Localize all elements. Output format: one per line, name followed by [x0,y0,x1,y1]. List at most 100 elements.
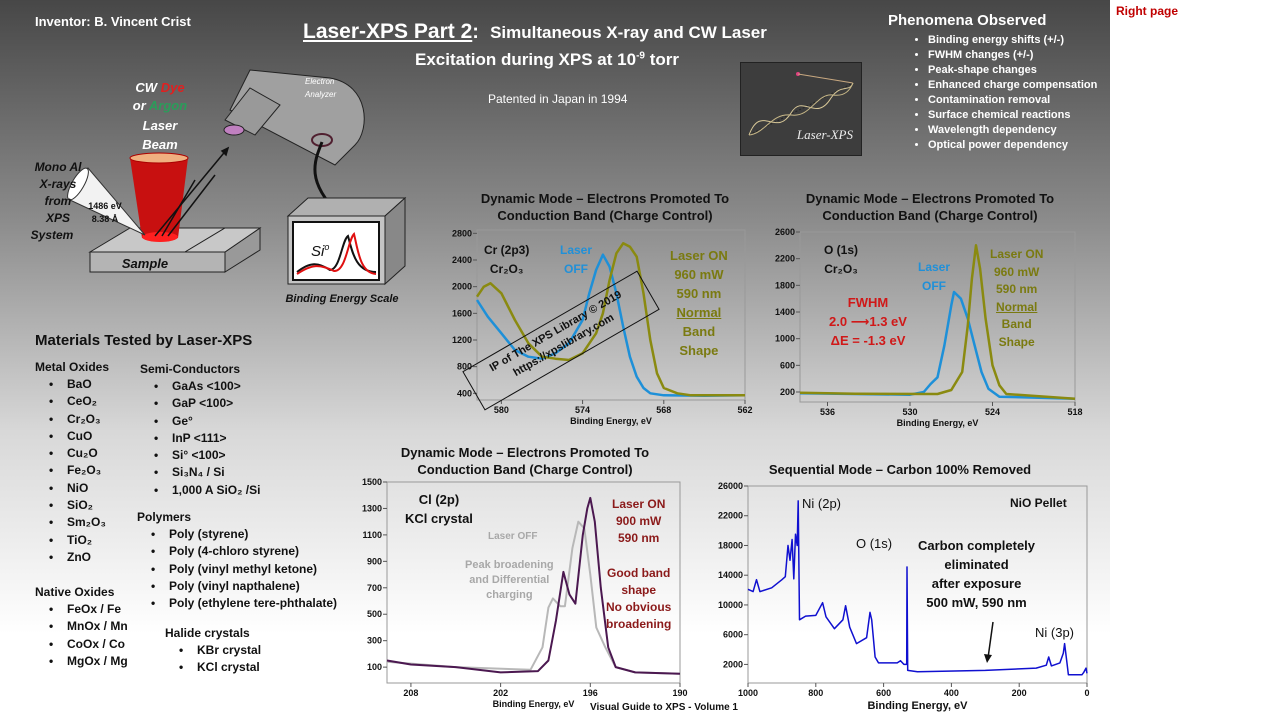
laser-label-cw: CW [135,80,160,95]
phenomena-title: Phenomena Observed [888,12,1047,29]
svg-text:CW Dye: CW Dye [135,80,184,95]
y-tick-label: 1200 [452,335,472,345]
x-tick-label: 0 [1084,688,1089,698]
material-item: ZnO [49,549,109,566]
material-item: Poly (4-chloro styrene) [151,543,337,560]
annotation-line: OFF [564,262,589,276]
annotation-line: Laser ON [990,247,1044,261]
annotation-line: 2.0 ⟶1.3 eV [829,314,907,329]
native-oxides-list: Native Oxides FeOx / FeMnOx / MnCoOx / Co… [35,585,128,670]
laser-xps-logo: Laser-XPS [740,62,862,156]
material-item: Si₃N₄ / Si [154,464,260,481]
plot-frame [747,485,1088,684]
annotation-line: and Differential [469,574,550,586]
analyzer-label: Electron [305,77,335,86]
pointer-arrow-icon [984,621,994,663]
native-oxides-heading: Native Oxides [35,585,115,599]
material-item: CeO₂ [49,393,109,410]
annotation-line: broadening [606,617,672,631]
polymers-heading: Polymers [137,510,192,524]
annotation-line: Cr (2p3) [484,243,530,257]
annotation-line: Shape [679,343,719,358]
halides-heading: Halide crystals [165,626,250,640]
y-tick-label: 14000 [718,570,743,580]
chart2-title: Dynamic Mode – Electrons Promoted To Cond… [775,190,1085,224]
phenomena-item: Surface chemical reactions [928,108,1097,123]
y-tick-label: 2000 [452,282,472,292]
annotation-line: O (1s) [824,243,859,257]
phenomena-item: Binding energy shifts (+/-) [928,33,1097,48]
y-tick-label: 1600 [452,308,472,318]
nio-pellet-label: NiO Pellet [1010,496,1067,510]
chart1-title-line: Dynamic Mode – Electrons Promoted To [480,191,730,206]
x-tick-label: 574 [575,405,590,415]
x-tick-label: 190 [672,688,687,698]
material-item: Cu₂O [49,445,109,462]
series-line-laser-off [475,253,746,397]
annotation-line: 590 nm [618,531,660,545]
laser-xps-diagram: Mono Al X-rays from XPS System 1486 eV 8.38 … [31,69,407,305]
xray-wavelength: 8.38 Å [92,214,119,224]
material-item: MnOx / Mn [49,618,128,635]
y-tick-label: 1800 [775,280,795,290]
screen-label-sup: o [324,242,329,252]
chart1-sample-label: Cr (2p3) Cr₂O₃ [484,241,529,279]
annotation-line: Band [682,324,716,339]
sample-label: Sample [122,256,168,271]
patent-note: Patented in Japan in 1994 [488,92,628,106]
metal-oxides-heading: Metal Oxides [35,360,110,374]
y-tick-label: 100 [367,662,382,672]
chart-2: 200 600 1000 1400 1800 2200 2600 536 530 524 518 Bi… [775,227,1083,428]
ni3p-label: Ni (3p) [1035,625,1075,640]
x-tick-label: 524 [985,407,1000,417]
chart-3: 100 300 500 700 900 1100 1300 1500 208 202 196 190 B… [362,477,688,709]
annotation-line: Peak broadening [465,559,554,571]
chart2-laser-on-label: Laser ON 960 mW 590 nm Normal Band Shape [990,246,1043,351]
subtitle-exponent: -9 [636,50,645,62]
chart3-good-shape-note: Good band shape No obvious broadening [606,565,671,633]
annotation-line: Cl (2p) [418,492,460,507]
annotation-line: Cr₂O₃ [824,262,858,276]
inventor-label: Inventor: B. Vincent Crist [35,14,191,29]
x-tick-label: 518 [1067,407,1082,417]
material-item: SiO₂ [49,497,109,514]
o1s-label: O (1s) [856,536,893,551]
y-tick-label: 1300 [362,503,382,513]
x-axis-label: Binding Energy, eV [570,416,652,426]
annotation-line: Carbon completely [918,538,1036,553]
xray-label-line: X-rays [39,177,77,191]
annotation-line: 960 mW [674,267,724,282]
materials-title: Materials Tested by Laser-XPS [35,332,253,349]
slide-subtitle: Excitation during XPS at 10-9 torr [415,50,679,70]
xray-label-line: from [45,194,72,208]
x-tick-label: 530 [902,407,917,417]
material-item: BaO [49,376,109,393]
annotation-line: 960 mW [994,264,1040,279]
annotation-line: after exposure [931,576,1022,591]
annotation-line: FWHM [847,295,889,310]
material-item: Fe₂O₃ [49,462,109,479]
laser-label-laser: Laser [143,118,179,133]
chart-1: 400 800 1200 1600 2000 2400 2800 580 574 568 562 Bi… [452,228,753,426]
material-item: FeOx / Fe [49,601,128,618]
screen-label: Sio [311,242,329,260]
annotation-line: Band [1001,317,1032,331]
chart3-laser-on-label: Laser ON 900 mW 590 nm [612,496,665,547]
chart2-title-line: Dynamic Mode – Electrons Promoted To [805,191,1055,206]
material-item: CuO [49,428,109,445]
chart1-laser-off-label: Laser OFF [560,241,592,279]
polymers-list: Polymers Poly (styrene)Poly (4-chloro sty… [137,510,337,612]
annotation-line: eliminated [944,557,1009,572]
annotation-line: 500 mW, 590 nm [926,595,1027,610]
annotation-line: 590 nm [996,282,1038,296]
material-item: Poly (ethylene tere-phthalate) [151,595,337,612]
chart3-title: Dynamic Mode – Electrons Promoted To Cond… [365,444,685,478]
material-item: MgOx / Mg [49,653,128,670]
series-line-laser-on [799,244,1076,400]
chart3-sample-label: Cl (2p) KCl crystal [405,490,473,528]
carbon-note: Carbon completely eliminated after exposur… [918,536,1035,612]
material-item: InP <111> [154,430,260,447]
y-tick-label: 800 [457,362,472,372]
material-item: NiO [49,480,109,497]
